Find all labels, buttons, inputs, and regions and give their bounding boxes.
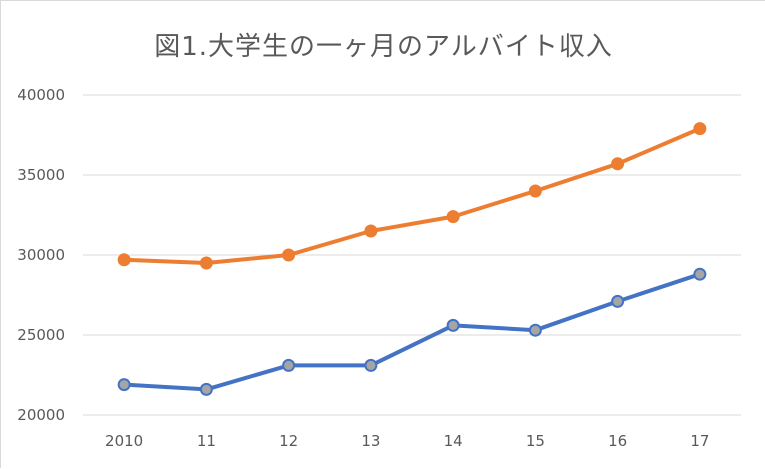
data-point — [693, 267, 707, 281]
series-line-1 — [122, 272, 702, 392]
y-tick-label: 25000 — [17, 326, 65, 344]
data-point — [611, 294, 625, 308]
x-tick-label: 11 — [197, 432, 216, 450]
data-point — [282, 248, 296, 262]
axis-labels: 20000 25000 30000 35000 40000 2010 11 12 13 14 15 1… — [17, 86, 709, 450]
data-point — [446, 318, 460, 332]
x-tick-label: 17 — [690, 432, 709, 450]
chart-title: 図1.大学生の一ヶ月のアルバイト収入 — [154, 32, 613, 62]
x-tick-label: 16 — [608, 432, 627, 450]
data-point — [199, 382, 213, 396]
data-point — [528, 184, 542, 198]
data-point — [117, 253, 131, 267]
x-tick-label: 13 — [361, 432, 380, 450]
x-tick-label: 14 — [444, 432, 463, 450]
y-tick-label: 40000 — [17, 86, 65, 104]
y-tick-label: 30000 — [17, 246, 65, 264]
gridlines — [83, 94, 741, 416]
x-tick-label: 15 — [526, 432, 545, 450]
data-point — [446, 210, 460, 224]
series-line-0 — [122, 126, 702, 265]
series-layer — [117, 122, 707, 396]
x-tick-label: 12 — [279, 432, 298, 450]
data-point — [693, 122, 707, 136]
data-point — [199, 256, 213, 270]
x-tick-label: 2010 — [105, 432, 143, 450]
data-point — [611, 157, 625, 171]
y-tick-label: 20000 — [17, 406, 65, 424]
data-point — [364, 358, 378, 372]
data-point — [282, 358, 296, 372]
data-point — [117, 378, 131, 392]
y-tick-label: 35000 — [17, 166, 65, 184]
data-point — [364, 224, 378, 238]
data-point — [528, 323, 542, 337]
